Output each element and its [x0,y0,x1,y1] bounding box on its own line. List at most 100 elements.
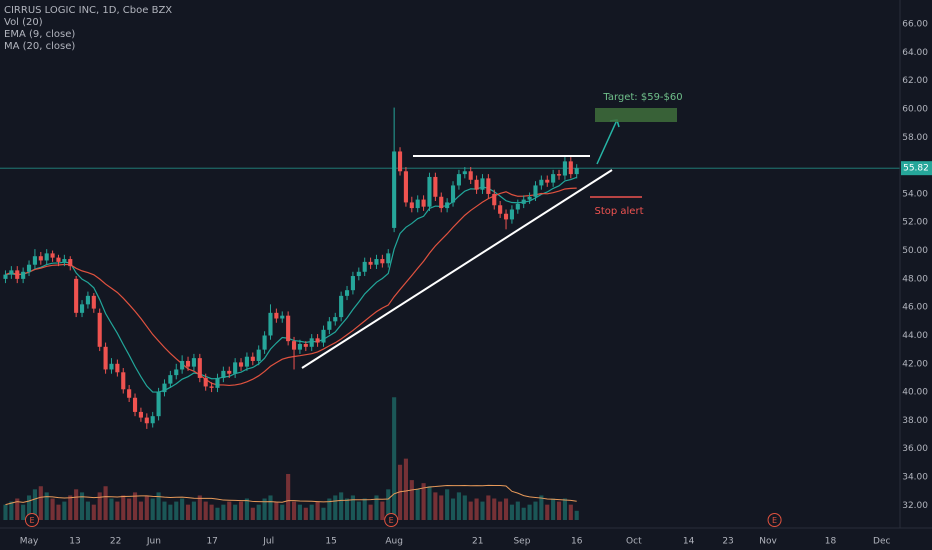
candle-body [244,356,249,367]
candle-body [486,178,491,194]
y-tick-label: 52.00 [902,218,928,228]
candle-body [439,196,444,209]
volume-bar [115,501,120,520]
candle-body [562,161,567,176]
volume-bar [21,504,26,520]
y-tick-label: 36.00 [902,444,928,454]
candle-body [509,209,514,220]
candle-body [421,199,426,207]
candle-body [132,397,138,412]
y-tick-label: 34.00 [902,473,928,483]
volume-bar [74,489,79,520]
candle-body [568,161,573,175]
volume-bar [433,492,438,520]
candle-body [150,416,155,424]
candle-body [191,358,196,367]
volume-bar [386,489,391,520]
candle-body [15,270,20,279]
target-label: Target: $59-$60 [602,92,682,103]
x-tick-label: 21 [472,537,483,547]
volume-bar [79,492,85,520]
drawings: Target: $59-$60 Stop alert [301,92,683,369]
candle-body [250,356,255,361]
x-tick-label: 17 [206,537,217,547]
volume-bar [203,501,208,520]
candle-body [238,362,244,367]
volume-bar [150,498,155,520]
candle-body [21,271,26,279]
candle-body [339,295,344,318]
volume-bar [9,501,14,520]
y-tick-label: 46.00 [902,303,928,313]
x-tick-label: May [20,537,39,547]
candle-body [103,346,108,370]
candle-body [386,253,391,264]
x-tick-label: 18 [825,537,837,547]
candle-body [344,290,350,296]
candle-body [144,417,149,424]
volume-bar [97,492,102,520]
candle-body [445,202,450,209]
symbol-title: CIRRUS LOGIC INC, 1D, Cboe BZX [4,5,172,16]
volume-bar [227,501,232,520]
candle-body [221,370,226,378]
volume-ma-line [5,484,577,506]
candle-body [262,335,267,350]
x-tick-label: Aug [385,537,403,547]
candle-body [380,259,385,264]
candle-body [392,151,397,228]
candle-body [480,178,485,190]
volume-bar [291,501,297,520]
volume-bar [44,492,49,520]
candle-body [138,411,143,418]
volume-bar [162,501,167,520]
x-tick-label: Oct [626,537,642,547]
volume-bar [409,480,414,520]
volume-bar [509,504,514,520]
earnings-marker [384,513,399,527]
candle-body [97,312,102,347]
candle-body [9,270,14,275]
candle-body [74,278,79,313]
volume-bar [356,501,361,520]
y-tick-label: 38.00 [902,416,928,426]
volume-bar [297,504,302,520]
x-tick-label: 23 [722,537,733,547]
volume-bar [568,504,573,520]
volume-bar [344,498,350,520]
candle-body [197,358,202,378]
volume-bar [527,504,532,520]
candle-body [539,179,544,186]
candle-body [156,392,161,417]
candle-body [185,360,191,367]
earnings-label: E [29,516,34,525]
volume-bar [168,504,173,520]
volume-bar [315,501,320,520]
volume-bar [403,458,408,520]
y-tick-label: 48.00 [902,274,928,284]
volume-bar [462,495,467,520]
candle-body [256,349,261,361]
volume-bar [556,501,562,520]
x-tick-label: Dec [873,537,890,547]
volume-bar [132,492,138,520]
volume-bar [144,495,149,520]
y-tick-label: 50.00 [902,246,928,256]
volume-bar [262,498,267,520]
volume-bar [539,495,544,520]
candle-body [109,363,114,370]
candle-body [574,168,579,175]
volume-bar [427,486,432,520]
candle-body [203,377,208,387]
volume-bar [215,507,220,520]
volume-bar [515,501,520,520]
candle-body [233,362,238,374]
volume-bar [333,495,338,520]
volume-bar [32,489,37,520]
candles [3,107,579,429]
x-tick-label: Sep [513,537,530,547]
volume-bar [268,495,273,520]
y-tick-label: 60.00 [902,104,928,114]
y-tick-label: 66.00 [902,20,928,30]
